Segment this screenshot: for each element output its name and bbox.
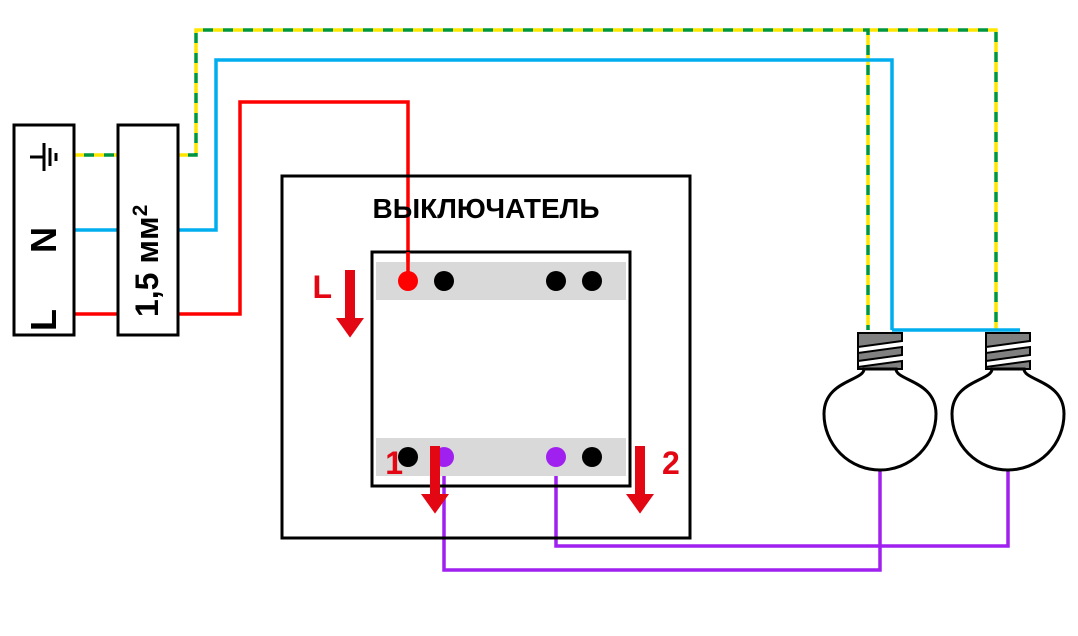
ground-icon	[30, 143, 56, 171]
switch-label-1: 1	[385, 445, 403, 481]
terminal-dot	[434, 271, 454, 291]
switch-label-L: L	[312, 269, 332, 305]
terminal-dot	[546, 447, 566, 467]
switch-label-2: 2	[662, 445, 680, 481]
terminal-dot	[582, 447, 602, 467]
switch-title: ВЫКЛЮЧАТЕЛЬ	[373, 193, 600, 224]
light-bulb	[824, 333, 936, 470]
label-L: L	[23, 309, 64, 331]
terminal-dot	[582, 271, 602, 291]
terminal-dot	[546, 271, 566, 291]
terminal-dot	[398, 271, 418, 291]
label-N: N	[23, 227, 64, 253]
light-bulb	[952, 333, 1064, 470]
wiring-diagram: L N 1,5 мм2 ВЫКЛЮЧАТЕЛЬ L 1 2	[0, 0, 1078, 636]
live-wire	[74, 102, 408, 314]
cable-spec-label: 1,5 мм2	[129, 205, 166, 317]
